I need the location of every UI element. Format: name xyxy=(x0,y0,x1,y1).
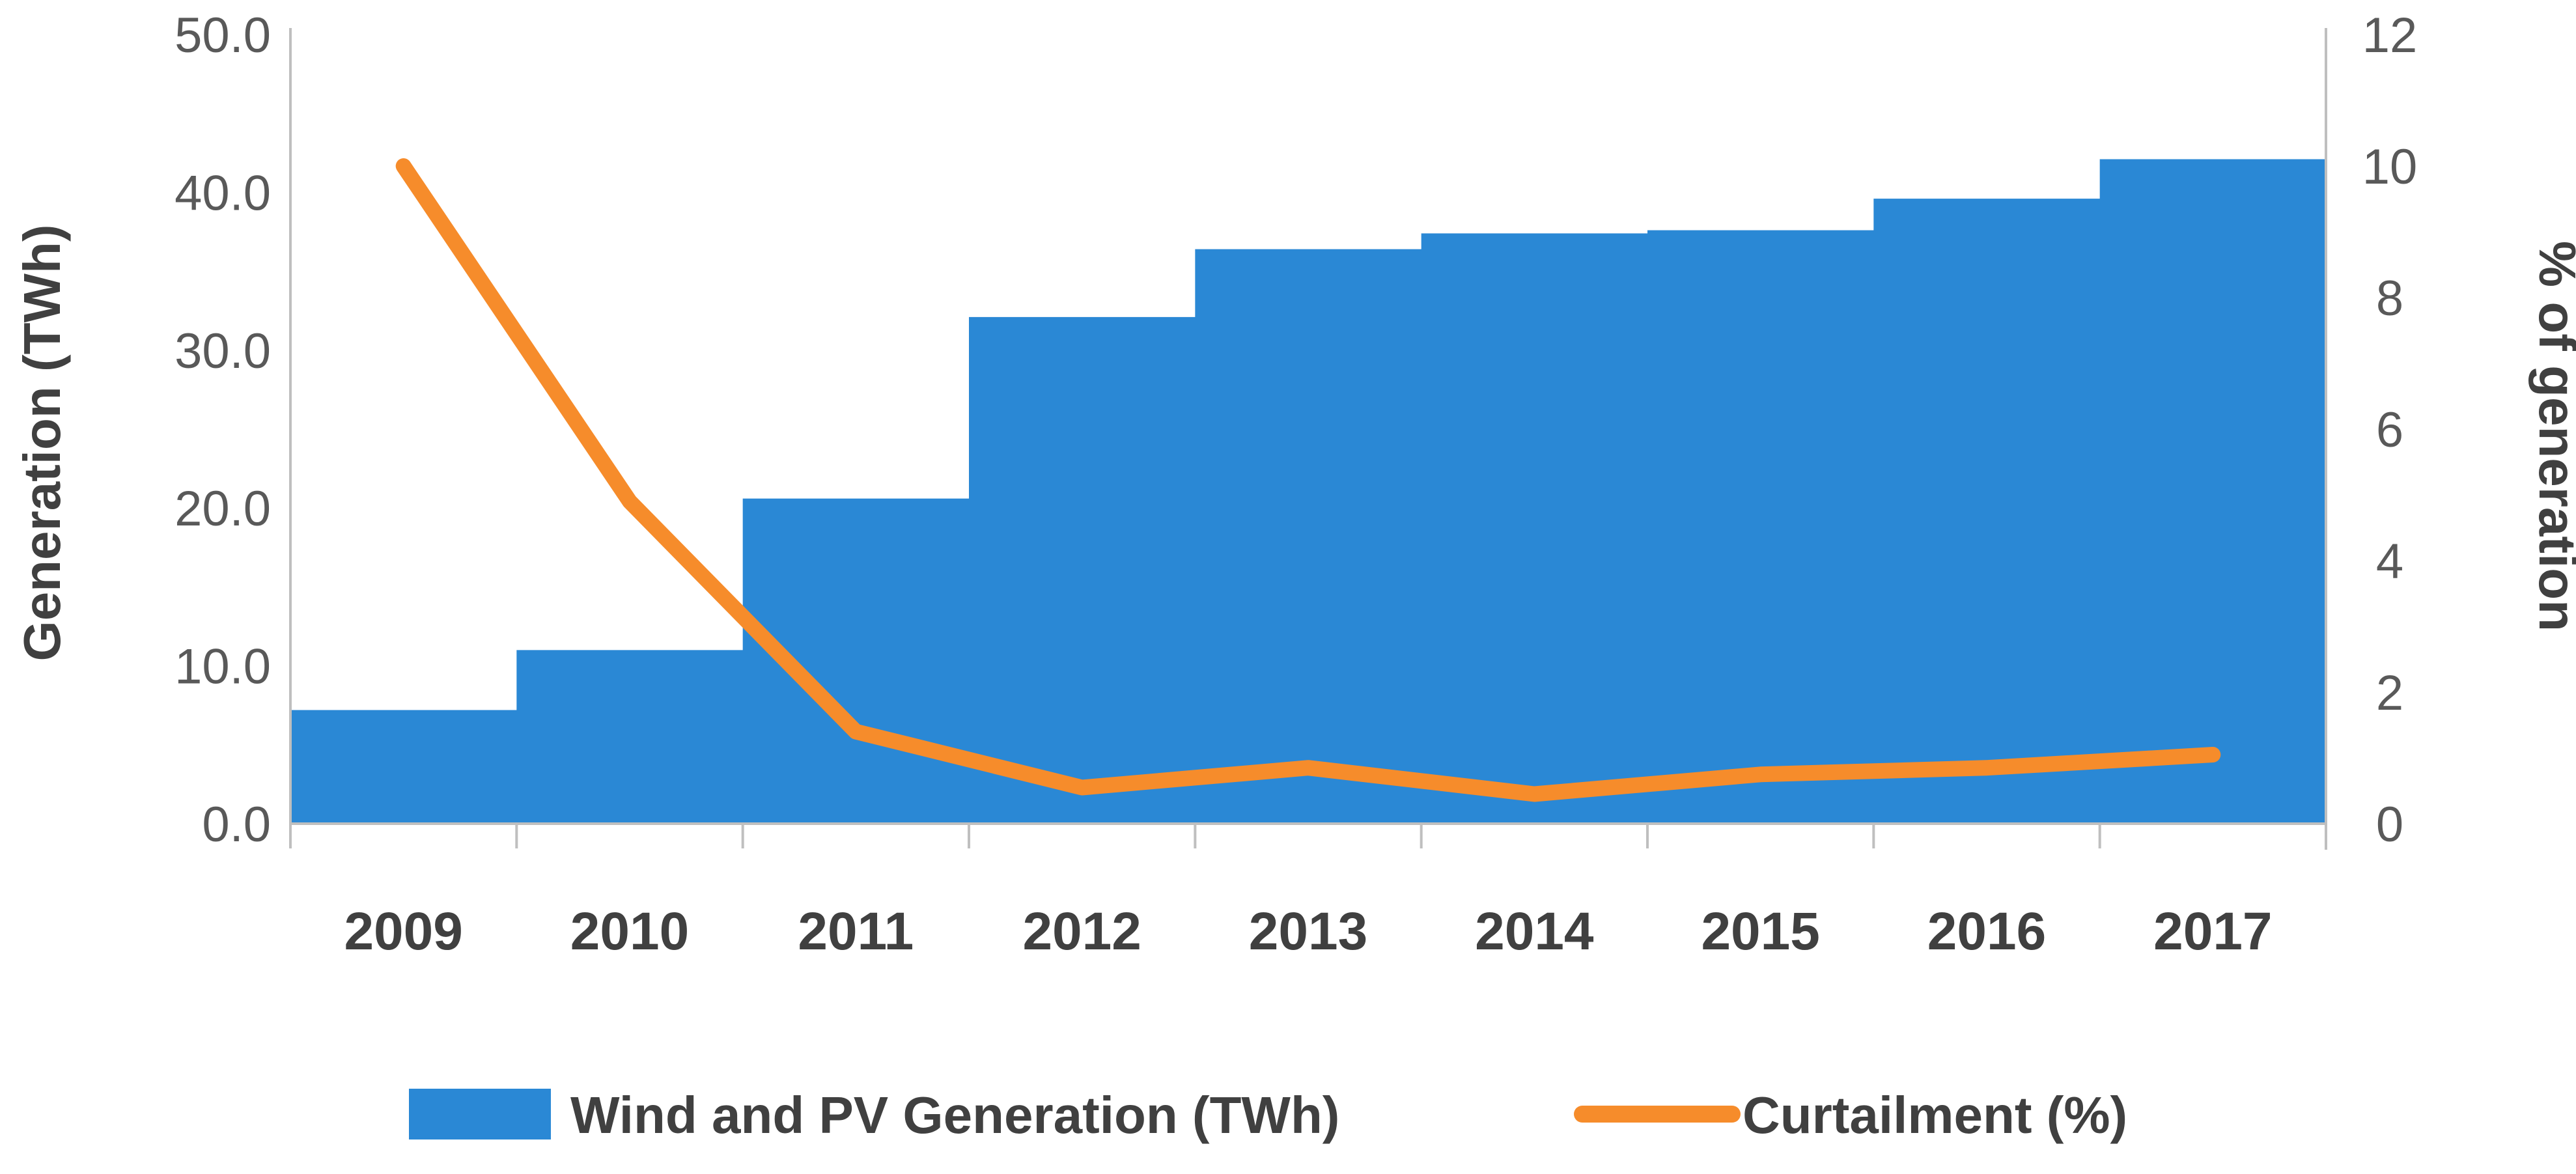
curtailment-point-2011 xyxy=(855,731,857,733)
bar-2016 xyxy=(1873,199,2101,824)
axes-group xyxy=(289,28,2327,850)
tick-labels-group: 0.0 10.0 20.0 30.0 40.0 50.0 0 2 4 6 8 10 12 2009 2010… xyxy=(175,8,2417,961)
x-tick-label: 2016 xyxy=(1927,902,2046,961)
legend-label-generation: Wind and PV Generation (TWh) xyxy=(570,1086,1339,1144)
x-tick-label: 2012 xyxy=(1022,902,1141,961)
y-left-tick-label: 40.0 xyxy=(175,165,271,221)
curtailment-point-2016 xyxy=(1986,767,1987,769)
x-tick-label: 2017 xyxy=(2153,902,2272,961)
y-right-tick-label: 10 xyxy=(2362,139,2418,195)
curtailment-point-2010 xyxy=(629,501,630,503)
bar-2010 xyxy=(516,650,744,824)
legend: Wind and PV Generation (TWh) Curtailment… xyxy=(409,1086,2127,1144)
x-tick-label: 2014 xyxy=(1475,902,1594,961)
y-right-tick-label: 4 xyxy=(2376,534,2403,589)
bar-2017 xyxy=(2099,159,2327,824)
y-right-tick-label: 8 xyxy=(2376,271,2403,326)
x-tick-label: 2010 xyxy=(570,902,689,961)
y-axis-left-title: Generation (TWh) xyxy=(13,224,71,661)
y-axis-right-title: % of generation xyxy=(2528,241,2576,632)
x-tick-label: 2009 xyxy=(344,902,462,961)
y-left-tick-label: 50.0 xyxy=(175,8,271,63)
y-right-tick-label: 6 xyxy=(2376,402,2403,458)
y-left-tick-label: 10.0 xyxy=(175,639,271,695)
curtailment-point-2017 xyxy=(2212,753,2214,755)
bar-2013 xyxy=(1195,249,1422,824)
y-left-tick-label: 0.0 xyxy=(202,797,271,852)
legend-label-curtailment: Curtailment (%) xyxy=(1743,1086,2127,1144)
curtailment-point-2013 xyxy=(1308,767,1309,769)
curtailment-point-2014 xyxy=(1533,793,1535,795)
bar-2012 xyxy=(969,316,1196,824)
legend-swatch-generation xyxy=(409,1089,551,1139)
bar-2014 xyxy=(1421,233,1648,824)
bar-2015 xyxy=(1647,230,1874,824)
y-right-tick-label: 2 xyxy=(2376,665,2403,721)
x-tick-label: 2013 xyxy=(1249,902,1367,961)
bar-2009 xyxy=(290,710,517,824)
curtailment-point-2015 xyxy=(1759,774,1761,776)
x-tick-label: 2015 xyxy=(1701,902,1819,961)
x-tick-label: 2011 xyxy=(798,902,914,961)
curtailment-line-group xyxy=(395,158,2221,802)
y-right-tick-label: 0 xyxy=(2376,797,2403,852)
y-right-tick-label: 12 xyxy=(2362,8,2418,63)
y-left-tick-label: 20.0 xyxy=(175,481,271,537)
curtailment-point-2012 xyxy=(1081,787,1083,789)
bars-group xyxy=(290,159,2327,824)
y-left-tick-label: 30.0 xyxy=(175,324,271,379)
curtailment-point-2009 xyxy=(402,165,404,167)
